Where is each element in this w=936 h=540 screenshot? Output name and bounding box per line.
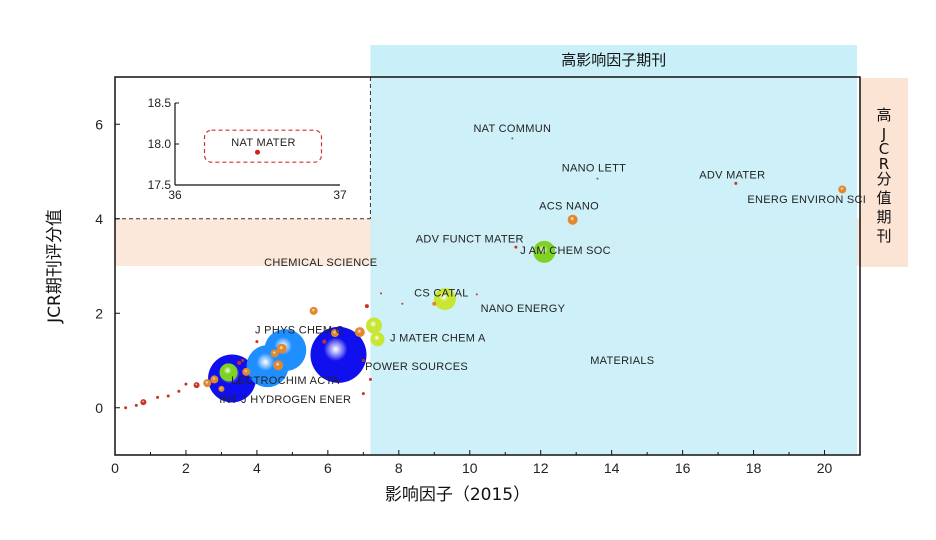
data-point <box>134 403 138 407</box>
inset-y-tick: 18.0 <box>148 137 172 151</box>
data-point <box>219 363 238 382</box>
data-point <box>364 304 369 309</box>
x-tick-label: 10 <box>462 460 478 476</box>
y-tick-label: 6 <box>95 116 103 132</box>
point-label: ADV MATER <box>699 170 765 182</box>
point-label: ADV FUNCT MATER <box>416 233 524 245</box>
y-tick-label: 4 <box>95 211 103 227</box>
data-point <box>210 375 219 384</box>
data-point <box>276 343 287 354</box>
high-impact-factor-label: 高影响因子期刊 <box>561 51 666 69</box>
y-tick-label: 0 <box>95 400 103 416</box>
x-tick-label: 12 <box>533 460 549 476</box>
point-label: ENERG ENVIRON SCI <box>747 194 866 206</box>
data-point <box>361 392 365 396</box>
inset-data-point <box>255 149 260 155</box>
point-label: CS CATAL <box>414 288 469 300</box>
data-point <box>433 288 456 311</box>
data-point <box>184 382 188 386</box>
data-point <box>511 137 514 140</box>
x-tick-label: 4 <box>253 460 261 476</box>
data-point <box>193 382 200 389</box>
high-impact-factor-region <box>370 45 857 455</box>
data-point <box>838 185 847 194</box>
inset-chart: 18.5 18.0 17.536 37 NAT MATER <box>148 96 347 202</box>
data-point <box>156 395 160 399</box>
highlight-box <box>203 129 323 163</box>
data-point <box>365 317 382 334</box>
data-point <box>177 389 181 393</box>
data-point <box>432 301 437 306</box>
point-label: NAT COMMUN <box>473 123 551 135</box>
data-point <box>596 177 599 180</box>
data-point <box>237 360 242 365</box>
point-label: J PHYS CHEM C <box>255 325 344 337</box>
x-axis-label: 影响因子（2015） <box>385 485 530 505</box>
data-point <box>166 394 170 398</box>
inset-y-tick: 17.5 <box>148 178 172 192</box>
data-point <box>475 293 478 296</box>
x-tick-label: 14 <box>604 460 620 476</box>
point-label: INT J HYDROGEN ENER <box>219 394 351 406</box>
point-labels: NAT COMMUN NANO LETT ADV MATER ENERG ENVIRO… <box>219 123 866 406</box>
point-label: POWER SOURCES <box>365 361 468 373</box>
data-point <box>368 377 372 381</box>
x-tick-label: 16 <box>675 460 691 476</box>
high-jcr-label: 高 J C R 分值期刊 <box>876 106 891 245</box>
point-label: MATERIALS <box>590 355 654 367</box>
data-point <box>140 399 147 406</box>
data-point <box>124 406 128 410</box>
point-label: J MATER CHEM A <box>390 333 486 345</box>
y-tick-label: 2 <box>95 305 103 321</box>
x-tick-label: 0 <box>111 460 119 476</box>
point-label: ACS NANO <box>539 200 599 212</box>
data-point <box>380 292 383 295</box>
data-point <box>361 359 365 362</box>
data-point <box>309 306 318 315</box>
point-label: CHEMICAL SCIENCE <box>264 257 377 269</box>
plot-frame <box>114 76 861 456</box>
data-point <box>354 327 365 338</box>
inset-x-tick: 37 <box>333 188 347 202</box>
data-point <box>567 214 578 225</box>
x-tick-label: 8 <box>395 460 403 476</box>
points-layer <box>124 137 847 410</box>
data-point <box>330 329 339 338</box>
inset-x-tick: 36 <box>168 188 182 202</box>
data-point <box>242 367 251 376</box>
high-impact-factor-label-box <box>370 45 857 73</box>
data-point <box>514 245 518 249</box>
inset-y-tick: 18.5 <box>148 96 172 110</box>
point-label: NANO LETT <box>562 163 626 175</box>
data-point <box>255 340 259 344</box>
data-point <box>246 345 289 388</box>
x-tick-label: 20 <box>817 460 833 476</box>
data-point <box>270 349 279 358</box>
data-point <box>273 360 284 371</box>
axis-ticks: 0 2 4 6 8 10 12 14 16 18 20 0 2 4 6 <box>95 116 832 476</box>
x-tick-label: 18 <box>746 460 762 476</box>
data-point <box>734 181 738 185</box>
inset-point-label: NAT MATER <box>231 137 295 149</box>
data-point <box>370 332 385 347</box>
data-point <box>401 302 404 305</box>
point-label: NANO ENERGY <box>481 303 566 315</box>
data-point <box>218 385 225 392</box>
high-jcr-region-label-box <box>860 78 908 267</box>
x-tick-label: 2 <box>182 460 190 476</box>
data-point <box>533 240 556 263</box>
data-point <box>322 339 327 344</box>
x-tick-label: 6 <box>324 460 332 476</box>
point-label: J AM CHEM SOC <box>520 245 611 257</box>
y-axis-label: JCR期刊评分值 <box>45 209 65 324</box>
point-label: LECTROCHIM ACTA <box>231 375 340 387</box>
data-point <box>241 359 245 362</box>
data-point <box>203 379 212 388</box>
